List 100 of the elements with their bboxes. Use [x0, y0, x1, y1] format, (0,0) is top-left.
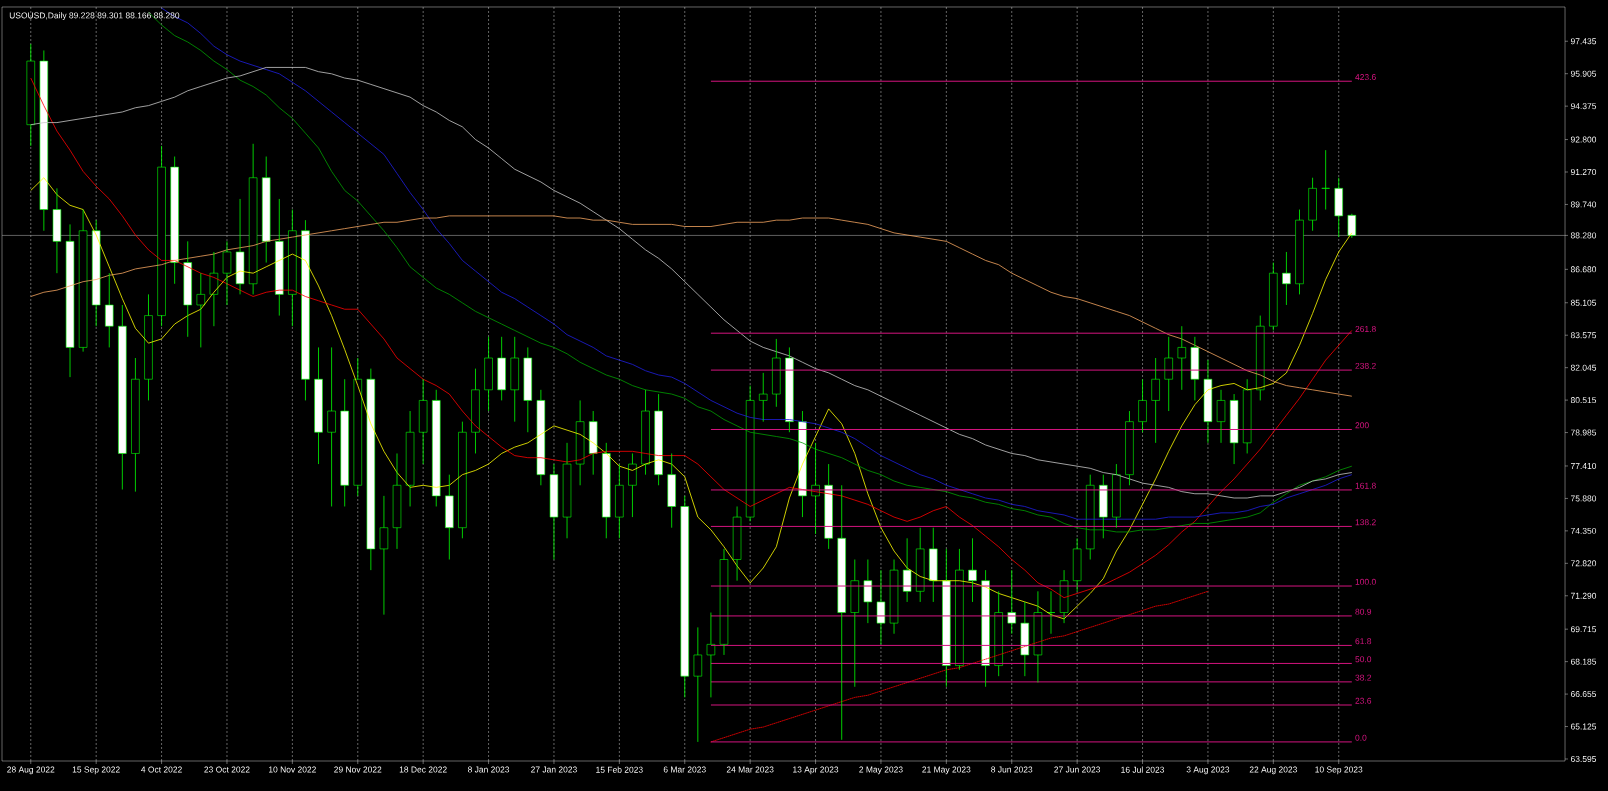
x-tick-label: 22 Aug 2023 — [1249, 766, 1297, 775]
candlestick — [641, 389, 650, 476]
candlestick — [1086, 474, 1095, 560]
candlestick — [1295, 209, 1304, 295]
candlestick — [732, 506, 742, 582]
candlestick — [1125, 410, 1134, 486]
x-tick-label: 27 Jan 2023 — [531, 766, 577, 773]
candlestick — [183, 240, 192, 338]
series-label: 261.8 — [1355, 326, 1376, 332]
candlestick — [929, 527, 938, 603]
candlestick — [719, 548, 729, 656]
series-label: 100.0 — [1355, 578, 1376, 585]
candlestick — [876, 569, 886, 645]
candlestick — [1151, 357, 1160, 444]
series-label: 0.0 — [1355, 734, 1367, 741]
y-tick-label: 92.800 — [1570, 136, 1597, 143]
y-tick-label: 85.105 — [1570, 299, 1597, 306]
y-tick-label: 88.280 — [1570, 232, 1597, 239]
candlestick — [432, 389, 441, 507]
candlestick — [615, 463, 624, 539]
x-tick-label: 6 Mar 2023 — [663, 766, 706, 773]
candlestick — [536, 389, 546, 486]
candlestick — [392, 453, 402, 550]
candlestick — [1282, 251, 1291, 306]
candlestick — [105, 272, 114, 348]
candlestick — [196, 272, 206, 348]
x-tick-label: 21 May 2023 — [922, 766, 971, 775]
candlestick — [445, 474, 454, 560]
candlestick — [248, 143, 258, 295]
y-tick-label: 69.715 — [1570, 626, 1597, 633]
candlestick — [484, 336, 493, 412]
candlestick — [654, 393, 663, 486]
candlestick — [915, 527, 925, 603]
candlestick — [1256, 315, 1265, 401]
candlestick — [1242, 378, 1252, 454]
y-tick-label: 82.045 — [1570, 364, 1597, 371]
candlestick — [1033, 590, 1043, 683]
candlestick — [1177, 325, 1187, 391]
candlestick — [65, 223, 75, 378]
candlestick — [1138, 378, 1147, 433]
candlestick — [131, 357, 140, 493]
series-label: 423.6 — [1355, 74, 1376, 81]
x-tick-label: 4 Oct 2022 — [141, 766, 182, 773]
x-tick-label: 2 May 2023 — [859, 766, 903, 775]
candlestick — [588, 410, 598, 476]
candlestick — [1216, 389, 1226, 444]
series-label: 23.6 — [1355, 697, 1372, 704]
candlestick — [1347, 213, 1357, 239]
candlestick — [1020, 601, 1030, 677]
y-tick-label: 71.290 — [1570, 592, 1597, 599]
candlestick — [91, 219, 101, 327]
candlestick — [968, 537, 977, 603]
candlestick — [562, 442, 572, 539]
candlestick — [955, 548, 964, 671]
candlestick — [209, 251, 219, 327]
y-tick-label: 80.515 — [1570, 397, 1597, 404]
candlestick — [157, 145, 166, 327]
candlestick — [301, 219, 310, 401]
x-tick-label: 18 Dec 2022 — [399, 766, 447, 773]
series-label: 80.9 — [1355, 608, 1372, 615]
candlestick — [628, 453, 637, 518]
y-tick-label: 95.905 — [1570, 70, 1597, 77]
candlestick — [222, 240, 232, 306]
y-tick-label: 94.375 — [1570, 103, 1597, 110]
candlestick — [850, 559, 860, 688]
candlestick — [602, 442, 611, 539]
x-tick-label: 27 Jun 2023 — [1054, 766, 1101, 773]
candlestick — [1269, 262, 1278, 331]
candlestick — [745, 385, 755, 522]
candlestick — [1229, 393, 1239, 465]
y-tick-label: 74.350 — [1570, 527, 1597, 534]
y-tick-label: 68.185 — [1570, 658, 1597, 665]
candlestick — [471, 368, 480, 454]
candlestick — [78, 209, 88, 353]
candlestick — [261, 156, 271, 263]
x-tick-label: 24 Mar 2023 — [726, 766, 774, 773]
y-tick-label: 77.410 — [1570, 462, 1597, 469]
candlestick — [1112, 463, 1121, 529]
y-tick-label: 63.595 — [1570, 755, 1597, 762]
candlestick — [680, 495, 689, 698]
candlestick — [353, 357, 362, 497]
candlestick — [824, 463, 833, 550]
x-tick-label: 10 Sep 2023 — [1315, 766, 1363, 775]
series-label: 161.8 — [1355, 482, 1376, 489]
candlestick — [772, 338, 781, 408]
candlestick — [340, 378, 349, 507]
candlestick — [1099, 474, 1108, 539]
x-tick-label: 28 Aug 2022 — [7, 766, 55, 775]
y-tick-label: 91.270 — [1570, 169, 1597, 175]
y-tick-label: 97.435 — [1570, 38, 1597, 45]
candlestick — [889, 559, 899, 635]
candlestick — [288, 209, 297, 327]
candlestick — [144, 293, 153, 401]
x-tick-label: 16 Jul 2023 — [1121, 766, 1165, 773]
candlestick — [549, 463, 559, 560]
x-tick-label: 10 Nov 2022 — [269, 766, 316, 773]
x-tick-label: 29 Nov 2022 — [334, 766, 382, 773]
candlestick — [458, 421, 467, 539]
candlestick — [693, 626, 703, 743]
candlestick — [314, 347, 323, 465]
